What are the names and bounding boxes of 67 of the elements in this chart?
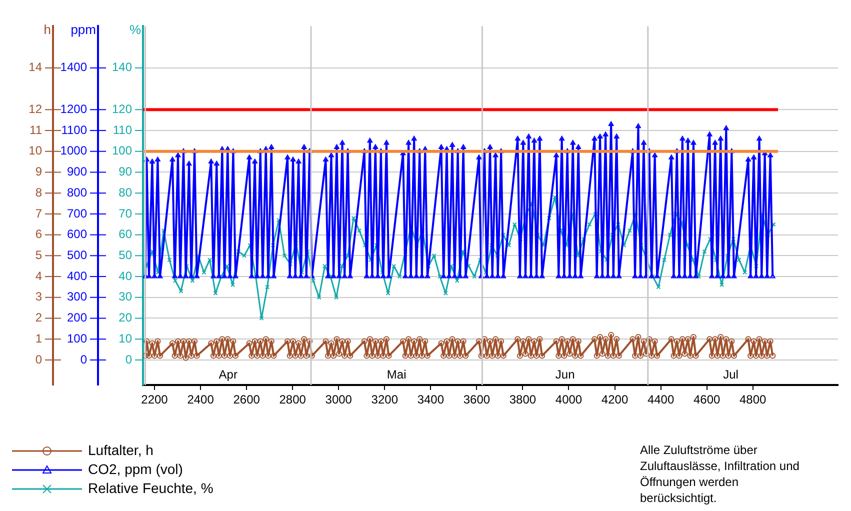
y2-tick-label: 600	[66, 227, 88, 242]
y2-tick-label: 900	[66, 164, 88, 179]
y3-tick-label: 10	[118, 331, 132, 346]
x-tick-label: 3600	[463, 392, 490, 407]
legend-label: Luftalter, h	[88, 441, 154, 460]
x-tick-label: 3800	[509, 392, 536, 407]
y3-tick-label: 0	[125, 352, 132, 366]
y-axis-title: h	[44, 22, 51, 37]
x-tick-label: 3000	[325, 392, 352, 407]
y-tick-label: 8	[35, 185, 42, 200]
y2-tick-label: 200	[66, 310, 88, 325]
y3-tick-label: 100	[112, 144, 132, 158]
y-tick-label: 6	[35, 227, 42, 242]
y-tick-label: 7	[35, 206, 42, 220]
y3-tick-label: 70	[118, 206, 132, 220]
y2-tick-label: 1200	[60, 102, 88, 116]
y-tick-label: 2	[35, 310, 42, 325]
x-tick-label: 4400	[647, 392, 674, 407]
y2-tick-label: 800	[66, 185, 88, 200]
x-tick-label: 3400	[417, 392, 444, 407]
y2-tick-label: 700	[66, 206, 88, 220]
y-tick-label: 10	[28, 144, 42, 158]
y3-tick-label: 20	[118, 310, 132, 325]
y3-tick-label: 140	[112, 60, 132, 74]
annotation: Mai	[386, 367, 406, 382]
y3-tick-label: 30	[118, 290, 132, 304]
x-tick-label: 4000	[555, 392, 582, 407]
y-tick-label: 9	[35, 164, 42, 179]
y3-axis-title: %	[129, 22, 142, 37]
y2-tick-label: 400	[66, 268, 88, 283]
y-tick-label: 0	[35, 352, 42, 366]
y3-tick-label: 110	[112, 122, 132, 137]
y3-tick-label: 40	[118, 268, 132, 283]
y-tick-label: 14	[28, 60, 42, 74]
y2-tick-label: 100	[66, 331, 88, 346]
y2-tick-label: 300	[66, 290, 88, 304]
y2-tick-label: 500	[66, 248, 88, 262]
annotation: Apr	[218, 367, 238, 382]
y2-tick-label: 1000	[60, 144, 88, 158]
legend-label: Relative Feuchte, %	[88, 479, 214, 498]
x-tick-label: 2600	[233, 392, 260, 407]
x-tick-label: 2400	[187, 392, 214, 407]
y3-tick-label: 90	[118, 164, 132, 179]
y-tick-label: 11	[30, 122, 42, 137]
x-tick-label: 4200	[601, 392, 628, 407]
x-tick-label: 3200	[371, 392, 398, 407]
legend-label: CO2, ppm (vol)	[88, 460, 183, 479]
y-tick-label: 12	[28, 102, 42, 116]
annotation: Jul	[723, 367, 738, 382]
x-tick-label: 4800	[740, 392, 767, 407]
y2-tick-label: 1100	[61, 122, 88, 137]
y-tick-label: 1	[35, 331, 42, 346]
annotation: Jun	[555, 367, 575, 382]
y3-tick-label: 50	[118, 248, 132, 262]
x-tick-label: 4600	[693, 392, 720, 407]
y3-tick-label: 60	[118, 227, 132, 242]
text: Alle Zuluftströme über Zuluftauslässe, Infiltration und Öffnungen werden berücksichtigt.	[640, 442, 800, 506]
y2-tick-label: 1400	[60, 60, 88, 74]
y3-tick-label: 80	[118, 185, 132, 200]
y-tick-label: 3	[35, 290, 42, 304]
y2-tick-label: 0	[80, 352, 88, 366]
y2-axis-title: ppm	[70, 22, 96, 37]
y-tick-label: 5	[35, 248, 42, 262]
y-tick-label: 4	[35, 268, 42, 283]
y3-tick-label: 120	[112, 102, 132, 116]
x-tick-label: 2800	[279, 392, 306, 407]
x-tick-label: 2200	[141, 392, 168, 407]
